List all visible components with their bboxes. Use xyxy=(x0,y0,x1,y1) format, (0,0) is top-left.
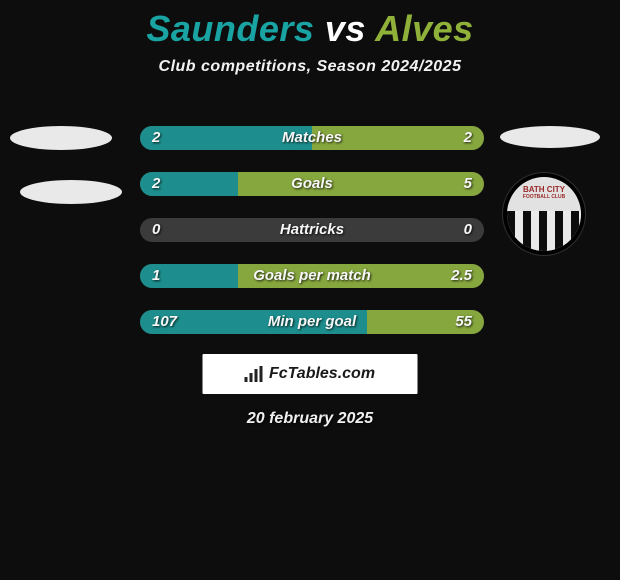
stat-label: Goals per match xyxy=(140,264,484,288)
left-player-badge xyxy=(10,126,120,206)
crest-stripes xyxy=(507,211,581,251)
right-player-badge: BATH CITY FOOTBALL CLUB xyxy=(500,126,610,266)
title-player-right: Alves xyxy=(375,8,474,49)
stat-label: Matches xyxy=(140,126,484,150)
date-text: 20 february 2025 xyxy=(0,410,620,428)
stat-row: 00Hattricks xyxy=(140,218,484,242)
stat-row: 25Goals xyxy=(140,172,484,196)
placeholder-oval xyxy=(20,180,122,204)
subtitle: Club competitions, Season 2024/2025 xyxy=(0,58,620,76)
crest-inner: BATH CITY FOOTBALL CLUB xyxy=(507,177,581,251)
brand-badge: FcTables.com xyxy=(203,354,418,394)
crest-text: BATH CITY FOOTBALL CLUB xyxy=(507,186,581,200)
stats-bars: 22Matches 25Goals 00Hattricks 12.5Goals per… xyxy=(140,126,484,356)
brand-text: FcTables.com xyxy=(269,365,375,383)
stat-row: 22Matches xyxy=(140,126,484,150)
stat-label: Goals xyxy=(140,172,484,196)
stat-row: 10755Min per goal xyxy=(140,310,484,334)
stat-row: 12.5Goals per match xyxy=(140,264,484,288)
comparison-infographic: Saunders vs Alves Club competitions, Sea… xyxy=(0,0,620,580)
placeholder-oval xyxy=(10,126,112,150)
title-vs: vs xyxy=(325,8,366,49)
crest-text-top: BATH CITY xyxy=(507,186,581,194)
crest-text-bottom: FOOTBALL CLUB xyxy=(507,195,581,200)
bars-icon xyxy=(245,366,265,382)
club-crest: BATH CITY FOOTBALL CLUB xyxy=(502,172,586,256)
placeholder-oval xyxy=(500,126,600,148)
title-player-left: Saunders xyxy=(146,8,314,49)
stat-label: Min per goal xyxy=(140,310,484,334)
stat-label: Hattricks xyxy=(140,218,484,242)
title: Saunders vs Alves xyxy=(0,0,620,50)
